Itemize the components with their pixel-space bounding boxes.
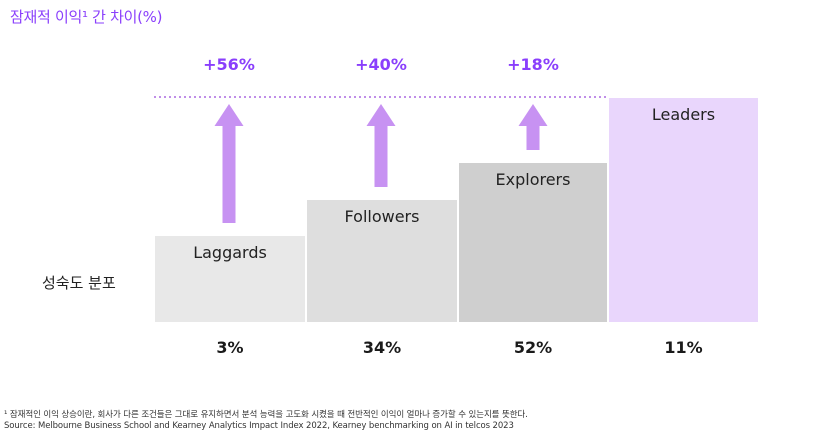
gap-label-followers: +40% (355, 55, 407, 74)
step-label-explorers: Explorers (496, 170, 571, 189)
chart-title: 잠재적 이익¹ 간 차이(%) (10, 8, 163, 26)
gap-arrow-explorers (518, 104, 548, 150)
maturity-steps (153, 96, 760, 324)
footnote: ¹ 잠재적인 이익 상승이란, 회사가 다른 조건들은 그대로 유지하면서 분석… (4, 410, 528, 420)
distribution-value-followers: 34% (363, 338, 401, 357)
step-bar-laggards (153, 234, 307, 324)
distribution-value-laggards: 3% (216, 338, 243, 357)
distribution-value-explorers: 52% (514, 338, 552, 357)
step-label-laggards: Laggards (193, 243, 267, 262)
step-bar-followers (305, 198, 459, 324)
distribution-value-leaders: 11% (664, 338, 702, 357)
chart-labels: Laggards 3% Followers 34% Explorers 52% Leader… (193, 55, 715, 357)
gap-label-laggards: +56% (203, 55, 255, 74)
step-label-leaders: Leaders (652, 105, 715, 124)
step-bar-leaders (607, 96, 760, 324)
step-label-followers: Followers (345, 207, 420, 226)
gap-arrows (214, 104, 548, 223)
gap-arrow-laggards (214, 104, 244, 223)
gap-label-explorers: +18% (507, 55, 559, 74)
step-bar-explorers (457, 161, 609, 324)
y-axis-label: 성숙도 분포 (42, 274, 116, 292)
source-note: Source: Melbourne Business School and Ke… (4, 421, 514, 431)
gap-arrow-followers (366, 104, 396, 187)
